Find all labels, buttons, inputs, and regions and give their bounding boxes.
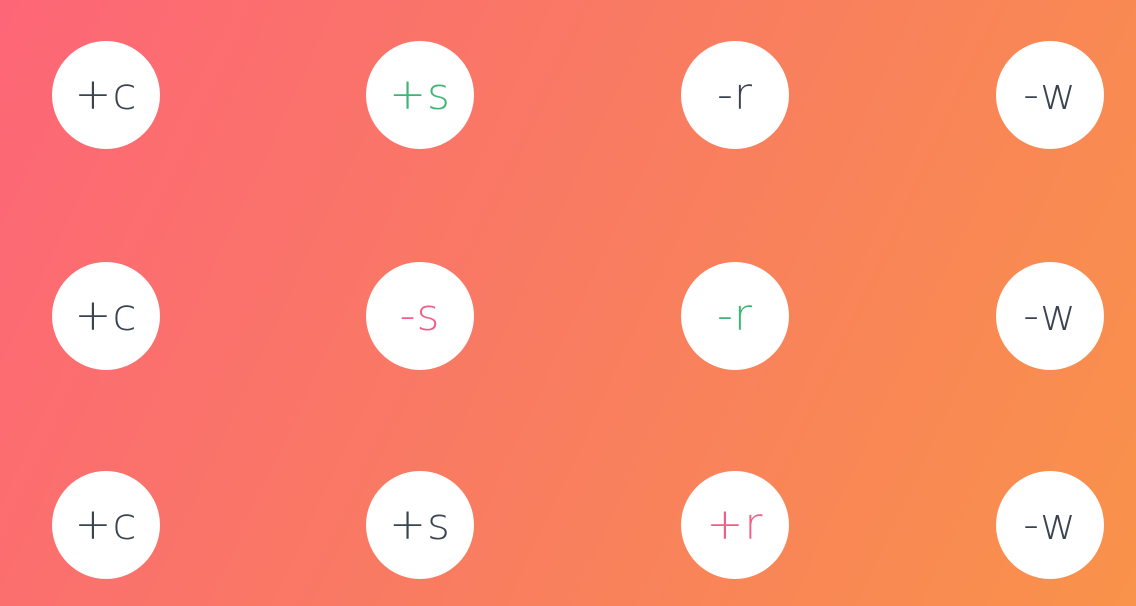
toggle-label: -r — [717, 69, 753, 120]
toggle-label: +s — [389, 69, 451, 120]
toggle-row2-c[interactable]: +c — [52, 262, 160, 370]
toggle-label: -w — [1023, 290, 1077, 341]
toggle-label: +c — [74, 290, 138, 341]
toggle-row1-c[interactable]: +c — [52, 41, 160, 149]
toggle-row3-c[interactable]: +c — [52, 471, 160, 579]
toggle-row2-s[interactable]: -s — [366, 262, 474, 370]
toggle-label: +r — [706, 499, 764, 550]
toggle-label: +c — [74, 499, 138, 550]
toggle-label: -s — [399, 290, 441, 341]
toggle-row3-s[interactable]: +s — [366, 471, 474, 579]
toggle-row2-w[interactable]: -w — [996, 262, 1104, 370]
toggle-label: +s — [389, 499, 451, 550]
toggle-label: +c — [74, 69, 138, 120]
toggle-row2-r[interactable]: -r — [681, 262, 789, 370]
toggle-label: -w — [1023, 499, 1077, 550]
toggle-row3-w[interactable]: -w — [996, 471, 1104, 579]
toggle-label: -w — [1023, 69, 1077, 120]
toggle-row3-r[interactable]: +r — [681, 471, 789, 579]
toggle-label: -r — [717, 290, 753, 341]
toggle-row1-w[interactable]: -w — [996, 41, 1104, 149]
toggle-row1-s[interactable]: +s — [366, 41, 474, 149]
toggle-row1-r[interactable]: -r — [681, 41, 789, 149]
